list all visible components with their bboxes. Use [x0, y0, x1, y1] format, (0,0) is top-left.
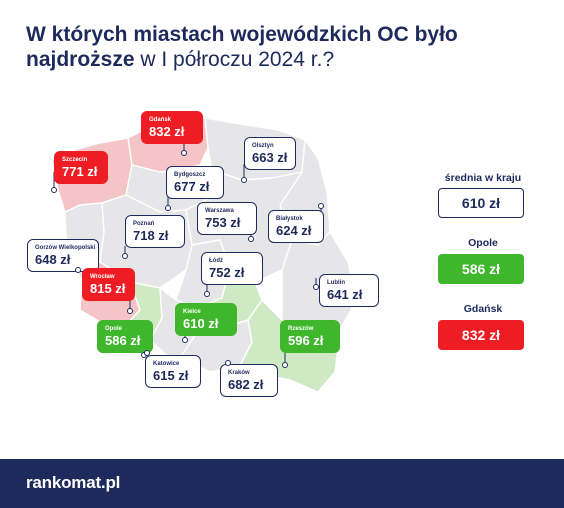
- pin-wroclaw: [127, 308, 133, 314]
- pin-rzeszow: [282, 362, 288, 368]
- callout-olsztyn: Olsztyn 663 zł: [244, 137, 296, 170]
- pin-katowice: [144, 350, 150, 356]
- city-name: Lublin: [327, 280, 345, 286]
- pin-bialystok: [318, 203, 324, 209]
- page-title: W których miastach wojewódzkich OC było …: [26, 22, 486, 72]
- brand-logo: rankomat.pl: [26, 473, 121, 492]
- callout-rzeszow: Rzeszów 596 zł: [280, 320, 340, 353]
- callout-krakow: Kraków 682 zł: [220, 364, 278, 397]
- pin-poznan: [122, 253, 128, 259]
- title-bold: W których miastach wojewódzkich OC było …: [26, 23, 458, 71]
- callout-lodz: Łódź 752 zł: [201, 252, 263, 285]
- highest-city-value: 832 zł: [438, 320, 524, 350]
- city-name: Warszawa: [205, 208, 234, 214]
- city-price: 753 zł: [205, 215, 241, 230]
- city-price: 648 zł: [35, 252, 71, 267]
- city-price: 615 zł: [153, 368, 189, 383]
- city-name: Białystok: [276, 216, 303, 222]
- callout-bydgoszcz: Bydgoszcz 677 zł: [166, 166, 224, 199]
- city-price: 610 zł: [183, 316, 219, 331]
- city-name: Kielce: [183, 309, 201, 315]
- footer-bar: rankomat.pl: [0, 459, 564, 508]
- city-price: 596 zł: [288, 333, 324, 348]
- pin-krakow: [225, 360, 231, 366]
- callout-kielce: Kielce 610 zł: [175, 303, 237, 336]
- pin-gdansk: [181, 150, 187, 156]
- city-name: Łódź: [209, 258, 223, 264]
- city-price: 718 zł: [133, 228, 169, 243]
- highest-city-label: Gdańsk: [463, 303, 503, 315]
- national-average-label: średnia w kraju: [444, 172, 522, 184]
- city-name: Gdańsk: [149, 117, 172, 123]
- city-price: 624 zł: [276, 223, 312, 238]
- city-name: Gorzów Wielkopolski: [35, 245, 96, 251]
- city-price: 641 zł: [327, 287, 363, 302]
- callout-warszawa: Warszawa 753 zł: [197, 202, 257, 235]
- lowest-city-value: 586 zł: [438, 254, 524, 284]
- callout-katowice: Katowice 615 zł: [145, 355, 201, 388]
- city-price: 815 zł: [90, 281, 126, 296]
- city-price: 586 zł: [105, 333, 141, 348]
- callout-gdansk: Gdańsk 832 zł: [141, 111, 203, 144]
- title-rest: w I półroczu 2024 r.?: [140, 48, 335, 71]
- callout-opole: Opole 586 zł: [97, 320, 153, 353]
- pin-olsztyn: [241, 177, 247, 183]
- pin-kielce: [182, 337, 188, 343]
- city-name: Opole: [105, 326, 123, 332]
- city-name: Szczecin: [62, 157, 88, 163]
- city-price: 832 zł: [149, 124, 185, 139]
- city-price: 771 zł: [62, 164, 98, 179]
- pin-lublin: [313, 284, 319, 290]
- pin-bydgoszcz: [165, 205, 171, 211]
- city-price: 677 zł: [174, 179, 210, 194]
- callout-szczecin: Szczecin 771 zł: [54, 151, 108, 184]
- city-price: 663 zł: [252, 150, 288, 165]
- lowest-city-label: Opole: [468, 237, 498, 249]
- city-name: Kraków: [228, 370, 250, 376]
- city-name: Rzeszów: [288, 326, 314, 332]
- city-name: Wrocław: [90, 274, 115, 280]
- city-name: Poznań: [133, 221, 155, 227]
- callout-poznan: Poznań 718 zł: [125, 215, 185, 248]
- pin-gorzow: [75, 267, 81, 273]
- city-name: Bydgoszcz: [174, 172, 206, 178]
- pin-lodz: [204, 291, 210, 297]
- city-name: Katowice: [153, 361, 180, 367]
- pin-szczecin: [51, 187, 57, 193]
- city-price: 682 zł: [228, 377, 264, 392]
- callout-lublin: Lublin 641 zł: [319, 274, 379, 307]
- national-average-value: 610 zł: [438, 188, 524, 218]
- city-price: 752 zł: [209, 265, 245, 280]
- pin-warszawa: [248, 236, 254, 242]
- city-name: Olsztyn: [252, 143, 274, 149]
- callout-gorzow: Gorzów Wielkopolski 648 zł: [27, 239, 99, 272]
- callout-bialystok: Białystok 624 zł: [268, 210, 324, 243]
- callout-wroclaw: Wrocław 815 zł: [82, 268, 135, 301]
